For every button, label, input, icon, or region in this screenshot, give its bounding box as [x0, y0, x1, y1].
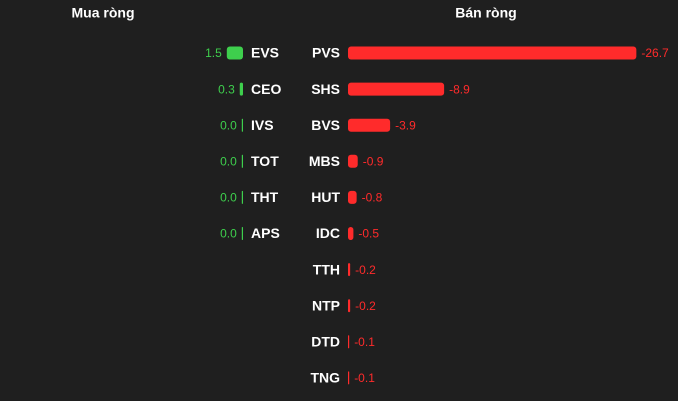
bar	[348, 227, 354, 240]
category-label: PVS	[312, 45, 340, 61]
value-label: 0.0	[220, 154, 237, 168]
bar	[239, 82, 243, 96]
value-label: -0.2	[355, 299, 376, 313]
bar	[348, 335, 350, 349]
category-label: HUT	[311, 189, 340, 205]
category-label: IVS	[251, 117, 274, 133]
value-label: -3.9	[395, 118, 416, 132]
value-label: -0.1	[354, 371, 375, 385]
category-label: TNG	[310, 370, 340, 386]
value-label: -0.1	[354, 335, 375, 349]
category-label: APS	[251, 225, 280, 241]
bar	[348, 371, 350, 385]
bar	[241, 227, 243, 240]
category-label: NTP	[312, 297, 340, 313]
value-label: 0.0	[220, 227, 237, 241]
bar	[241, 154, 243, 168]
category-label: EVS	[251, 45, 279, 61]
category-label: CEO	[251, 81, 281, 97]
value-label: -8.9	[449, 82, 470, 96]
category-label: TTH	[313, 261, 340, 277]
bar	[226, 46, 243, 60]
category-label: MBS	[309, 153, 340, 169]
value-label: 0.0	[220, 191, 237, 205]
bar	[348, 118, 391, 132]
category-label: TOT	[251, 153, 279, 169]
value-label: 0.0	[220, 118, 237, 132]
category-label: THT	[251, 189, 279, 205]
bar	[348, 190, 357, 204]
value-label: 1.5	[205, 46, 222, 60]
bar	[348, 82, 445, 96]
bar	[348, 154, 358, 168]
bar	[348, 46, 637, 60]
value-label: -0.8	[362, 191, 383, 205]
category-label: DTD	[311, 334, 340, 350]
bar	[241, 190, 243, 204]
chart-title: Mua ròng	[72, 5, 135, 21]
value-label: -0.9	[363, 154, 384, 168]
chart-title: Bán ròng	[455, 5, 516, 21]
value-label: -26.7	[641, 46, 669, 60]
value-label: -0.2	[355, 263, 376, 277]
category-label: SHS	[311, 81, 340, 97]
value-label: -0.5	[358, 227, 379, 241]
category-label: BVS	[311, 117, 340, 133]
bar	[241, 118, 243, 132]
bar	[348, 263, 351, 277]
category-label: IDC	[316, 225, 340, 241]
bar	[348, 299, 351, 313]
value-label: 0.3	[218, 82, 235, 96]
